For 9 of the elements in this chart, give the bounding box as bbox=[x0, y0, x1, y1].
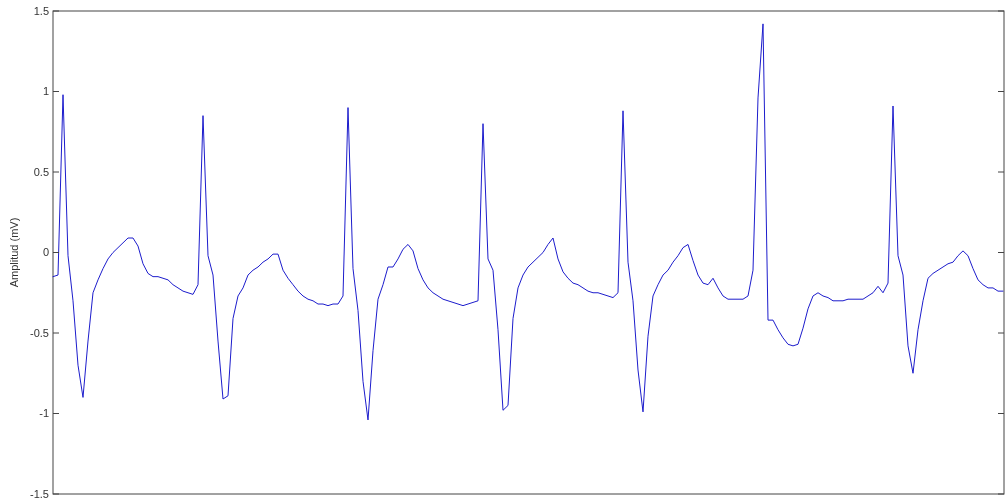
y-tick-label: -1.5 bbox=[30, 487, 49, 500]
y-tick-label: -0.5 bbox=[30, 326, 49, 339]
y-tick-label: 0.5 bbox=[33, 165, 49, 178]
y-tick-label: 1 bbox=[42, 85, 49, 98]
y-axis-title: Amplitud (mV) bbox=[8, 217, 20, 288]
y-tick-label: 1.5 bbox=[33, 4, 49, 17]
y-tick-label: 0 bbox=[42, 246, 49, 259]
line-series bbox=[52, 23, 1004, 421]
y-tick-label: -1 bbox=[39, 407, 49, 420]
